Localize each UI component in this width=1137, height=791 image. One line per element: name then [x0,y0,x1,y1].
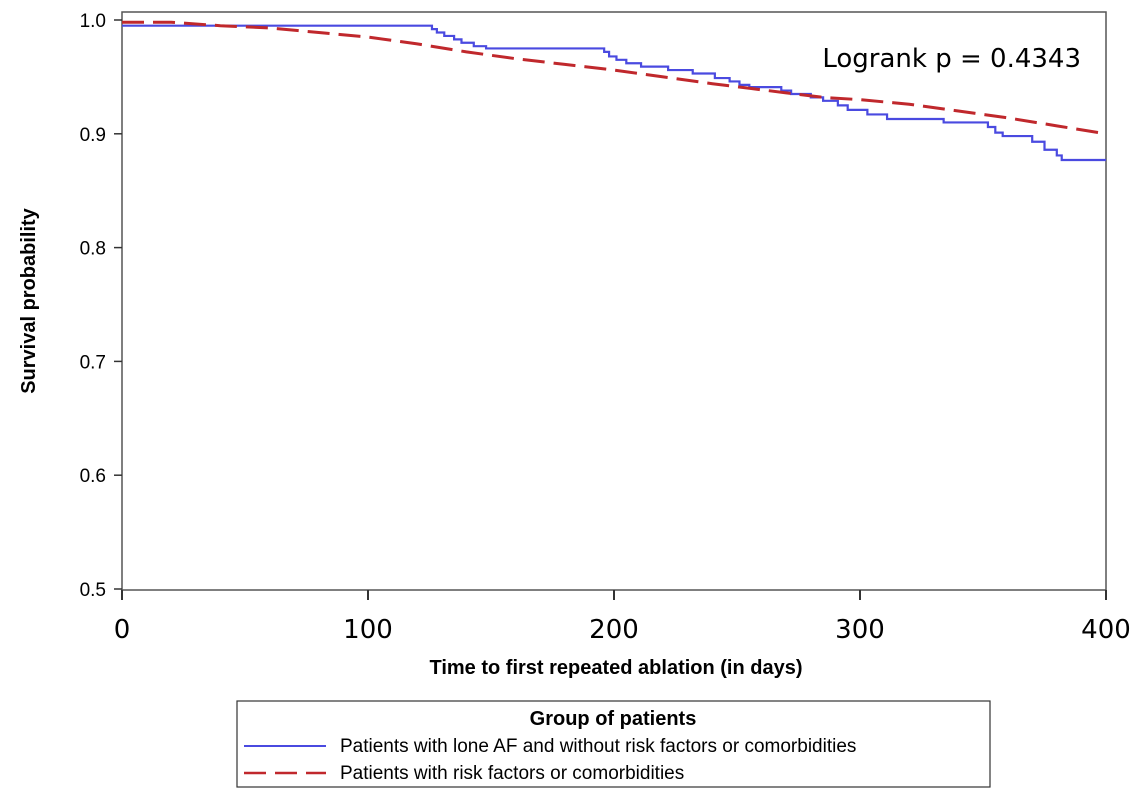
y-tick-label: 0.9 [80,125,106,146]
x-axis-title: Time to first repeated ablation (in days… [429,657,802,679]
x-tick-label: 300 [835,615,885,645]
x-tick-label: 0 [114,615,131,645]
y-tick-label: 0.6 [80,466,106,487]
y-tick-label: 1.0 [80,11,106,32]
y-axis-ticks: 0.5 0.6 0.7 0.8 0.9 1.0 [80,11,122,601]
plot-frame [121,11,1107,591]
legend-box [236,700,991,788]
x-tick-label: 400 [1081,615,1131,645]
y-tick-label: 0.8 [80,239,106,260]
y-tick-label: 0.7 [80,352,106,373]
y-tick-label: 0.5 [80,580,106,601]
series-line-lone-af [122,24,1106,162]
y-axis-title: Survival probability [18,207,40,393]
x-tick-label: 100 [343,615,393,645]
legend-title: Group of patients [530,708,697,730]
legend-label-risk-factors: Patients with risk factors or comorbidit… [340,763,684,784]
legend-label-lone-af: Patients with lone AF and without risk f… [340,736,856,757]
x-axis-ticks: 0 100 200 300 400 [114,590,1131,645]
series-lines [122,20,1107,162]
legend: Group of patients Patients with lone AF … [236,700,991,788]
logrank-annotation: Logrank p = 0.4343 [822,44,1081,74]
series-line-risk-factors [122,20,1107,136]
x-tick-label: 200 [589,615,639,645]
